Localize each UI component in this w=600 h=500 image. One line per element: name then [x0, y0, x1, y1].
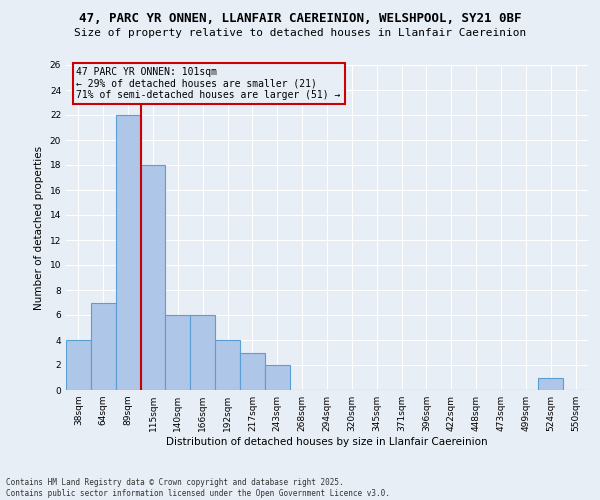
Bar: [265, 365, 290, 390]
Bar: [116, 115, 140, 390]
Bar: [240, 352, 265, 390]
Text: Size of property relative to detached houses in Llanfair Caereinion: Size of property relative to detached ho…: [74, 28, 526, 38]
Text: 47, PARC YR ONNEN, LLANFAIR CAEREINION, WELSHPOOL, SY21 0BF: 47, PARC YR ONNEN, LLANFAIR CAEREINION, …: [79, 12, 521, 26]
Y-axis label: Number of detached properties: Number of detached properties: [34, 146, 44, 310]
Bar: [66, 340, 91, 390]
Bar: [538, 378, 563, 390]
Bar: [190, 315, 215, 390]
Bar: [166, 315, 190, 390]
X-axis label: Distribution of detached houses by size in Llanfair Caereinion: Distribution of detached houses by size …: [166, 437, 488, 447]
Bar: [140, 165, 166, 390]
Bar: [91, 302, 116, 390]
Text: Contains HM Land Registry data © Crown copyright and database right 2025.
Contai: Contains HM Land Registry data © Crown c…: [6, 478, 390, 498]
Bar: [215, 340, 240, 390]
Text: 47 PARC YR ONNEN: 101sqm
← 29% of detached houses are smaller (21)
71% of semi-d: 47 PARC YR ONNEN: 101sqm ← 29% of detach…: [76, 66, 341, 100]
